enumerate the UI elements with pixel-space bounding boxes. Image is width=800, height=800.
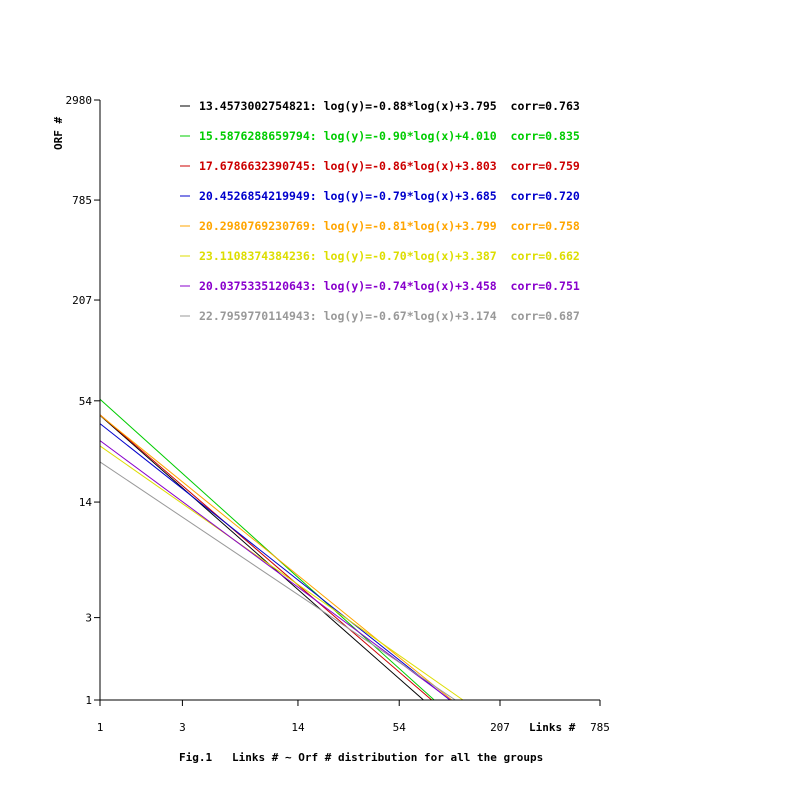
x-ticks: 1 3 14 54 207 785 (97, 700, 610, 734)
y-tick-label: 785 (72, 194, 92, 207)
y-tick-label: 54 (79, 395, 93, 408)
x-tick-label: 1 (97, 721, 104, 734)
legend-entry: 15.5876288659794: log(y)=-0.90*log(x)+4.… (199, 129, 580, 143)
x-tick-label: 785 (590, 721, 610, 734)
legend-entry: 20.4526854219949: log(y)=-0.79*log(x)+3.… (199, 189, 580, 203)
series-line-5 (99, 414, 453, 701)
y-axis-title: ORF # (52, 117, 65, 150)
legend-entry: 23.1108374384236: log(y)=-0.70*log(x)+3.… (199, 249, 580, 263)
legend-entry: 13.4573002754821: log(y)=-0.88*log(x)+3.… (199, 99, 580, 113)
figure-caption: Fig.1 Links # ~ Orf # distribution for a… (179, 751, 543, 764)
x-tick-label: 3 (179, 721, 186, 734)
series-line-8 (99, 461, 456, 701)
legend-entry: 17.6786632390745: log(y)=-0.86*log(x)+3.… (199, 159, 580, 173)
legend-entry: 22.7959770114943: log(y)=-0.67*log(x)+3.… (199, 309, 580, 323)
y-tick-label: 207 (72, 294, 92, 307)
series-line-6 (99, 445, 464, 701)
plot-lines (99, 398, 464, 701)
x-axis-title: Links # (529, 721, 576, 734)
x-tick-label: 14 (291, 721, 305, 734)
x-tick-label: 54 (393, 721, 407, 734)
series-line-4 (99, 423, 451, 701)
legend: 13.4573002754821: log(y)=-0.88*log(x)+3.… (180, 99, 580, 323)
legend-entry: 20.0375335120643: log(y)=-0.74*log(x)+3.… (199, 279, 580, 293)
series-line-7 (99, 440, 451, 701)
legend-entry: 20.2980769230769: log(y)=-0.81*log(x)+3.… (199, 219, 580, 233)
y-tick-label: 1 (85, 694, 92, 707)
series-line-2 (99, 398, 435, 701)
y-tick-label: 14 (79, 496, 93, 509)
x-tick-label: 207 (490, 721, 510, 734)
y-tick-label: 3 (85, 612, 92, 625)
y-ticks: 1 3 14 54 207 785 2980 (66, 94, 100, 707)
series-line-1 (99, 414, 424, 701)
y-tick-label: 2980 (66, 94, 93, 107)
series-line-3 (99, 414, 433, 701)
